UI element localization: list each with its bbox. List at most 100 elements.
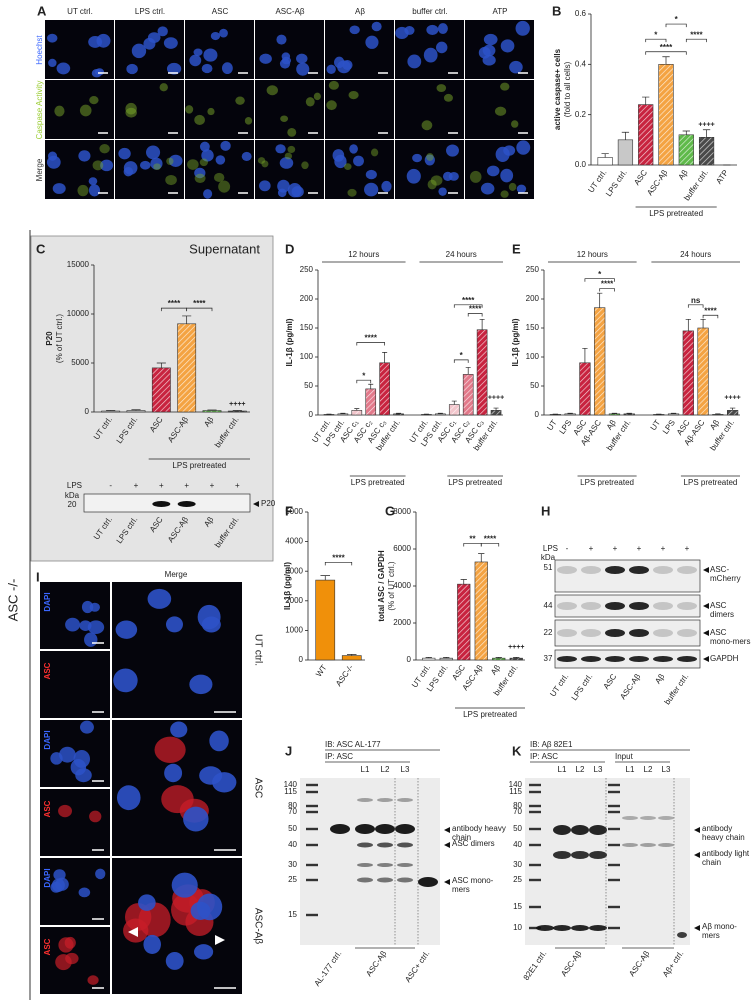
cell [364, 182, 379, 197]
error-bar [207, 409, 217, 411]
micrograph [40, 582, 110, 649]
y-tick-label: 10000 [67, 309, 90, 318]
cell [287, 128, 297, 137]
bar [638, 104, 654, 166]
lps-sign: + [210, 481, 215, 490]
error-bar [621, 131, 630, 140]
cell [334, 154, 347, 169]
blot-band [418, 877, 438, 887]
y-tick-label: 200 [526, 294, 540, 303]
error-bar [597, 292, 603, 308]
group-label: LPS pretreated [580, 478, 634, 487]
cell [164, 763, 183, 783]
cell [55, 954, 72, 971]
significance: **** [469, 305, 482, 314]
cell [87, 975, 99, 985]
cell [469, 170, 482, 183]
cell [291, 186, 304, 198]
cell [138, 894, 156, 911]
y-axis-label: IL-1β (pg/ml) [511, 318, 520, 366]
x-tick-label: Aβ [489, 663, 502, 677]
condition-label: ASC [252, 778, 263, 799]
blot-band [658, 843, 674, 847]
error-bar [626, 412, 632, 414]
lane-label: L1 [626, 765, 635, 774]
bar [698, 137, 715, 166]
bar [457, 583, 471, 661]
cell [77, 184, 89, 197]
cell [281, 52, 291, 61]
cell [171, 893, 201, 926]
column-header: ATP [493, 7, 508, 16]
marker-label: 80 [288, 801, 297, 810]
blot-band [589, 851, 607, 859]
cell [48, 58, 57, 68]
blot-band [395, 824, 415, 834]
blot-band [677, 656, 697, 662]
significance: **** [462, 296, 475, 305]
error-bar [582, 347, 588, 363]
cell [194, 944, 214, 960]
cell [301, 161, 309, 170]
cell [189, 674, 213, 695]
bar [227, 410, 247, 413]
x-tick-label: ASC [450, 663, 467, 682]
panel-letter: J [285, 743, 292, 758]
cell [89, 810, 102, 823]
band-label-box: ASC mono-mers [710, 628, 750, 646]
cell [201, 63, 213, 74]
ladder-band [608, 783, 620, 787]
cell [52, 183, 66, 194]
y-tick-label: 50 [304, 381, 313, 390]
condition-label: UT ctrl. [252, 634, 263, 666]
cell [426, 152, 434, 161]
panel-letter: D [285, 241, 294, 256]
significance-bracket [702, 314, 719, 319]
cell [194, 114, 205, 126]
ladder-band [529, 790, 541, 794]
ladder-band [306, 878, 318, 882]
cell [165, 616, 183, 633]
kda-value: 44 [544, 601, 553, 610]
bar [421, 414, 432, 416]
significance: * [460, 351, 464, 360]
bar [617, 139, 634, 166]
cell [163, 37, 178, 49]
error-bar [437, 412, 443, 414]
cell [516, 184, 527, 193]
blot [554, 619, 701, 647]
cell [116, 785, 141, 811]
y-tick-label: 0 [309, 410, 314, 419]
group-label: Aβ+ ctrl. [661, 949, 685, 979]
cell [287, 145, 296, 153]
marker-label: 40 [513, 840, 522, 849]
cell [412, 153, 423, 163]
bar [549, 414, 562, 416]
y-axis-label: total ASC / GAPDH [377, 550, 386, 621]
band-label: antibody heavy chain [452, 824, 506, 842]
y-tick-label: 5000 [285, 507, 303, 516]
bar [509, 657, 523, 661]
significance-bracket [356, 342, 386, 346]
ladder-band [306, 810, 318, 814]
error-bar [320, 575, 331, 581]
blot-band [357, 798, 373, 802]
bar [594, 307, 606, 416]
cell [92, 160, 104, 171]
group-label: LPS pretreated [351, 478, 405, 487]
kda-value: 22 [544, 628, 553, 637]
cell [508, 182, 517, 191]
lane-label: L2 [576, 765, 585, 774]
cell [165, 951, 184, 970]
x-tick-label: LPS [661, 418, 677, 436]
significance: **** [690, 30, 703, 39]
x-tick-label: ASC-/- [334, 663, 355, 688]
cell [203, 48, 218, 62]
band-arrow [444, 879, 450, 885]
cell [284, 152, 293, 160]
blot-band [629, 602, 649, 610]
band-arrow [444, 842, 450, 848]
lane-label: L3 [662, 765, 671, 774]
error-bar [729, 407, 736, 411]
